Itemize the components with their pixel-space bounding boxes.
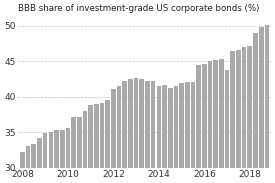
Bar: [54, 130, 59, 183]
Bar: [259, 27, 263, 183]
Bar: [48, 132, 53, 183]
Bar: [122, 81, 127, 183]
Bar: [225, 70, 229, 183]
Bar: [156, 86, 161, 183]
Bar: [145, 81, 150, 183]
Bar: [139, 79, 144, 183]
Bar: [208, 61, 212, 183]
Bar: [94, 104, 99, 183]
Bar: [117, 86, 121, 183]
Bar: [26, 146, 31, 183]
Bar: [230, 51, 235, 183]
Bar: [202, 64, 207, 183]
Bar: [196, 65, 201, 183]
Bar: [219, 59, 224, 183]
Bar: [65, 128, 70, 183]
Bar: [253, 33, 258, 183]
Bar: [134, 79, 138, 183]
Bar: [88, 105, 93, 183]
Bar: [191, 82, 195, 183]
Bar: [100, 102, 104, 183]
Bar: [31, 144, 36, 183]
Text: BBB share of investment-grade US corporate bonds (%): BBB share of investment-grade US corpora…: [18, 4, 260, 13]
Bar: [20, 152, 25, 183]
Bar: [82, 111, 87, 183]
Bar: [213, 60, 218, 183]
Bar: [111, 89, 116, 183]
Bar: [43, 133, 48, 183]
Bar: [162, 85, 167, 183]
Bar: [248, 46, 252, 183]
Bar: [242, 47, 246, 183]
Bar: [185, 82, 189, 183]
Bar: [151, 81, 155, 183]
Bar: [179, 83, 184, 183]
Bar: [77, 117, 82, 183]
Bar: [37, 138, 42, 183]
Bar: [71, 117, 76, 183]
Bar: [236, 50, 241, 183]
Bar: [105, 100, 110, 183]
Bar: [174, 86, 178, 183]
Bar: [265, 25, 269, 183]
Bar: [128, 79, 133, 183]
Bar: [60, 130, 65, 183]
Bar: [168, 88, 172, 183]
